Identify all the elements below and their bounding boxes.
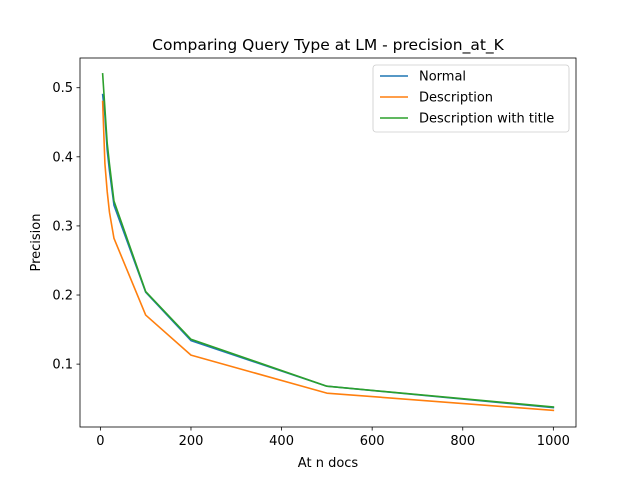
legend-label: Normal <box>419 70 466 85</box>
series-line-3 <box>101 73 555 408</box>
legend: Normal Description Description with title <box>372 64 570 133</box>
y-tick-label: 0.1 <box>52 358 73 373</box>
x-tick-label: 200 <box>179 434 204 449</box>
y-axis-label: Precision <box>29 213 44 271</box>
y-tick-label: 0.3 <box>52 219 73 234</box>
x-axis-label: At n docs <box>298 456 359 471</box>
x-tick-label: 800 <box>450 434 475 449</box>
x-tick-label: 600 <box>360 434 385 449</box>
y-tick-label: 0.4 <box>52 150 73 165</box>
x-tick-label: 1000 <box>537 434 570 449</box>
chart-title: Comparing Query Type at LM - precision_a… <box>152 36 505 55</box>
legend-label: Description <box>419 91 493 106</box>
y-tick-label: 0.5 <box>52 81 73 96</box>
series-layer <box>101 73 555 412</box>
legend-box <box>372 64 570 133</box>
y-tick-label: 0.2 <box>52 289 73 304</box>
ticks-layer: 0 200 400 600 800 1000 0.1 0.2 0.3 0.4 0.5 <box>52 81 570 449</box>
plot-frame <box>79 57 577 428</box>
x-tick-label: 0 <box>96 434 104 449</box>
legend-label: Description with title <box>419 112 554 127</box>
x-tick-label: 400 <box>269 434 294 449</box>
series-line-2 <box>101 100 555 412</box>
